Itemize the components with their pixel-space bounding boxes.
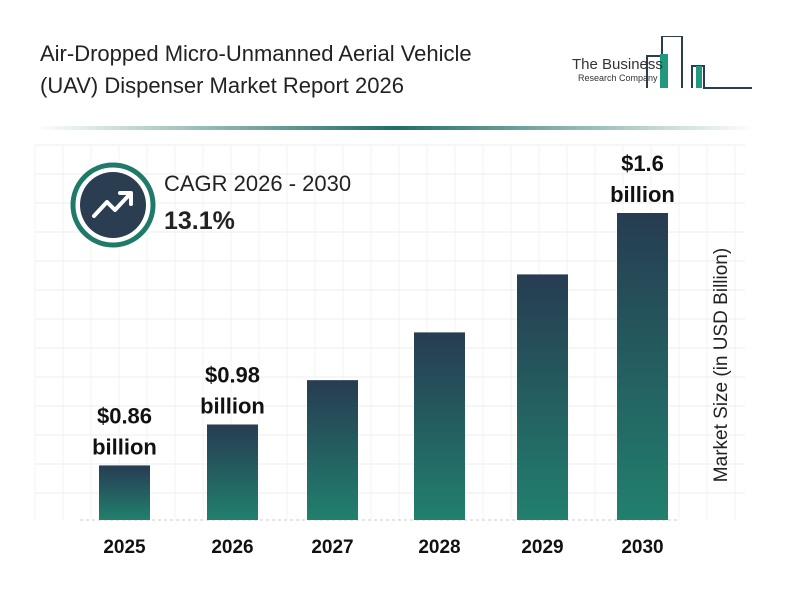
y-axis-label: Market Size (in USD Billion) [711,247,732,483]
logo-text: The Business [572,56,663,73]
bar-2029 [517,274,568,520]
data-label: billion [92,434,157,459]
x-tick-label: 2030 [621,537,663,558]
title-line-2: (UAV) Dispenser Market Report 2026 [40,73,404,98]
company-logo: The Business Research Company [572,36,752,96]
data-label: $1.6 [621,151,664,176]
x-tick-label: 2027 [311,537,353,558]
trending-up-icon [70,162,156,248]
data-label: $0.86 [97,403,152,428]
x-tick-label: 2026 [211,537,253,558]
data-label: billion [610,182,675,207]
title-line-1: Air-Dropped Micro-Unmanned Aerial Vehicl… [40,41,472,66]
cagr-label: CAGR 2026 - 2030 [164,171,352,196]
data-label: $0.98 [205,362,260,387]
page-title: Air-Dropped Micro-Unmanned Aerial Vehicl… [40,38,540,102]
bar-2027 [307,380,358,520]
x-tick-label: 2028 [418,537,460,558]
logo-subtext: Research Company [578,73,658,83]
bar-2030 [617,213,668,520]
bar-2026 [207,424,258,520]
cagr-value: 13.1% [164,207,235,235]
logo-buildings-icon [646,36,752,89]
divider [35,126,755,130]
x-tick-label: 2029 [521,537,563,558]
bar-2025 [99,465,150,520]
data-label: billion [200,393,265,418]
x-tick-label: 2025 [103,537,146,558]
bar-2028 [414,332,465,520]
